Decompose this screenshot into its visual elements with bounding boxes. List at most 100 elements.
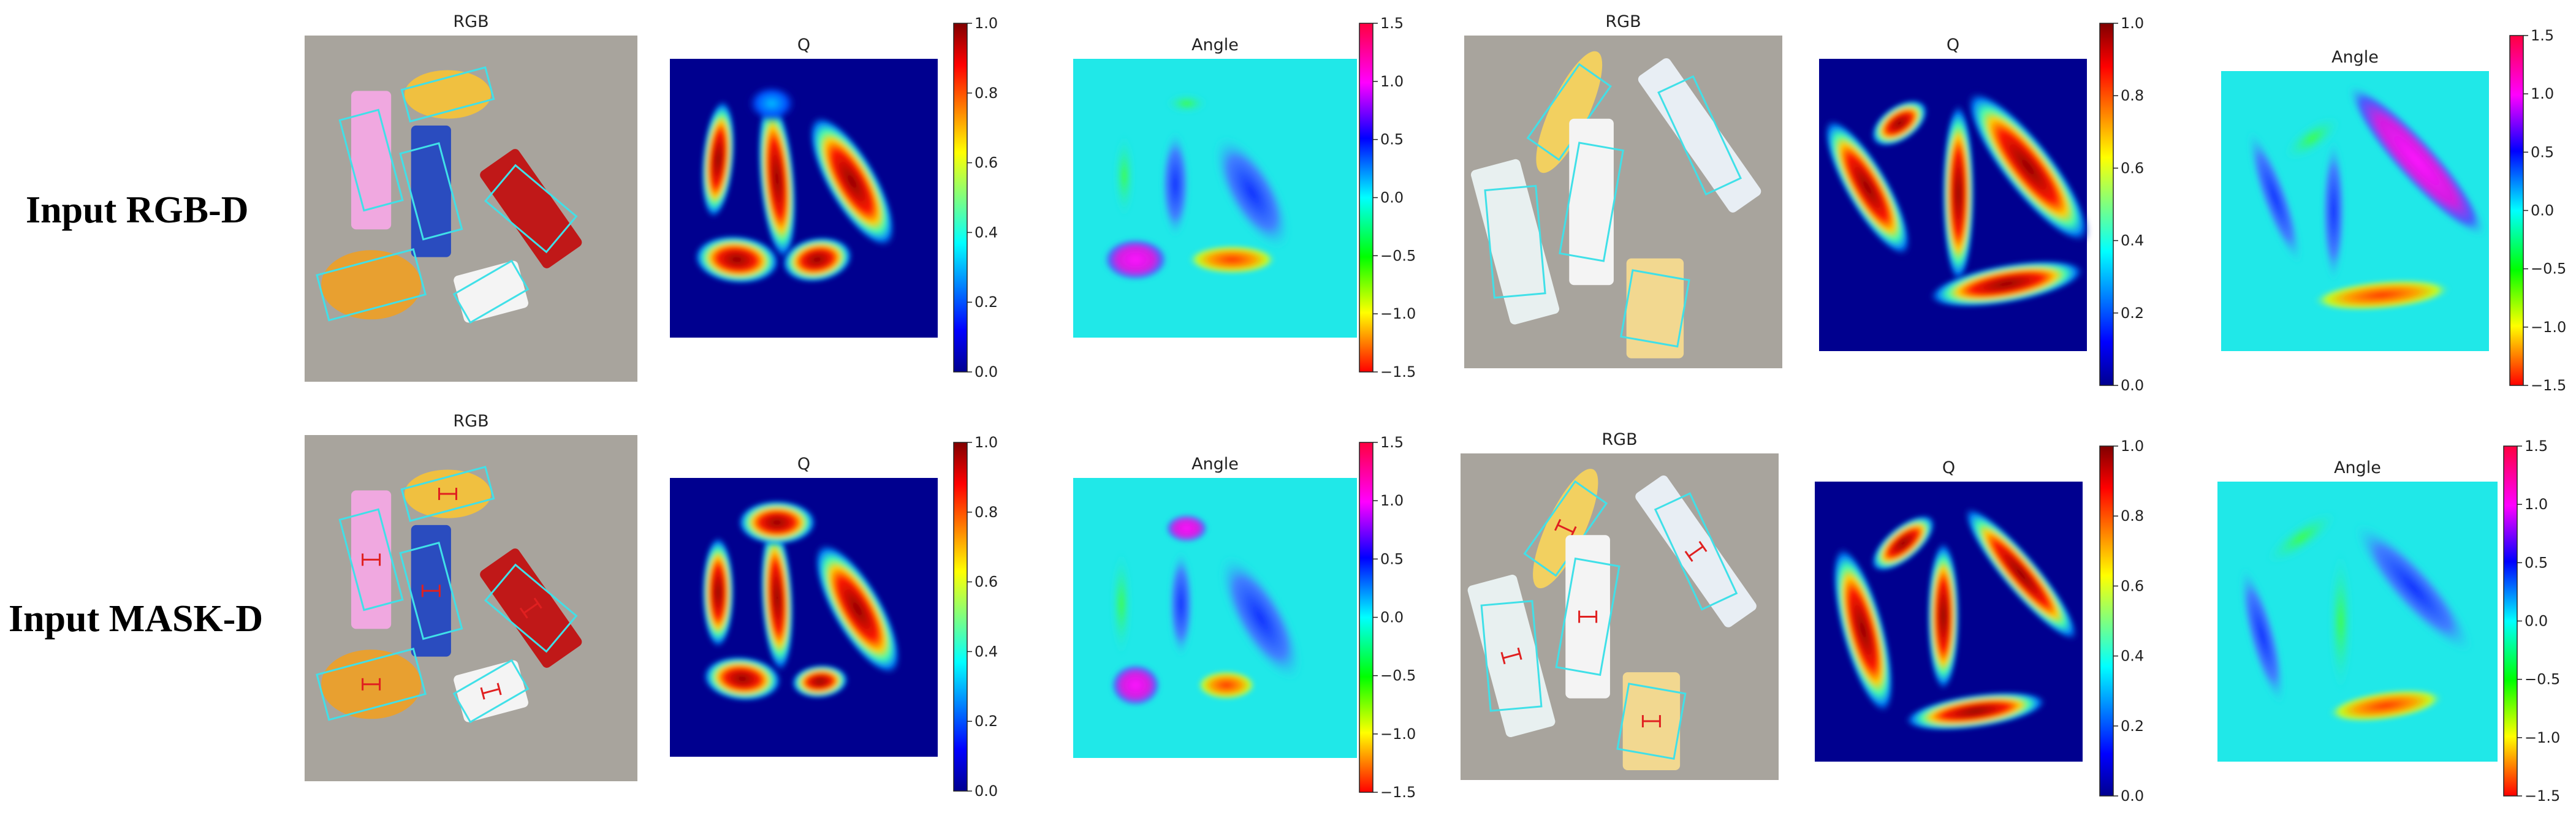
colorbar: [2099, 23, 2114, 386]
grasp-box: [1616, 683, 1687, 760]
angle-heat-blob: [1212, 134, 1292, 251]
grasp-box: [400, 66, 495, 123]
colorbar-tick-label: 1.5: [2525, 437, 2548, 455]
angle-heat-blob: [1110, 549, 1133, 659]
angle-heat-blob: [2312, 279, 2452, 311]
panel-title: RGB: [1605, 12, 1641, 31]
colorbar-tick-label: 1.0: [2121, 15, 2144, 32]
object-toy-block: [351, 91, 392, 230]
panel-title: Angle: [1191, 36, 1239, 55]
angle-heat-blob: [1160, 130, 1190, 239]
q-heat-blob: [1966, 91, 2090, 243]
colorbar-tick-label: 0.4: [975, 643, 998, 660]
grasp-mark-jaw-left: [519, 607, 528, 619]
panel-q: 1.0 0.8 0.6 0.4 0.2 0.0 Q: [670, 434, 998, 800]
colorbar-tick-label: 0.8: [975, 85, 998, 102]
colorbar-tick-label: 0.6: [975, 154, 998, 172]
grasp-mark-jaw-right: [1698, 540, 1708, 552]
panel-angle: 1.5 1.0 0.5 0.0 −0.5 −1.0 −1.5 Angle: [1073, 434, 1416, 801]
colorbar-tick-label: 0.0: [1380, 609, 1404, 626]
colorbar-tick-label: 0.6: [975, 574, 998, 591]
grasp-mark: [480, 683, 502, 700]
grasp-mark-jaw-right: [496, 683, 502, 695]
grasp-box: [1620, 269, 1690, 348]
colorbar-tick-label: 1.5: [1380, 434, 1404, 451]
panel-title: RGB: [453, 412, 488, 431]
grasp-box: [400, 466, 495, 522]
grasp-box: [399, 142, 463, 241]
grasp-box: [1555, 557, 1620, 676]
grasp-mark-bar: [482, 688, 500, 695]
grasp-mark-bar: [1503, 653, 1520, 659]
colorbar-tick-label: 0.5: [1380, 550, 1404, 567]
grasp-mark: [421, 585, 441, 597]
object-bottle: [454, 260, 528, 323]
angle-heat-blob: [2246, 128, 2303, 266]
angle-heat-blob: [1165, 513, 1209, 543]
angle-heat-blob: [2238, 565, 2286, 706]
angle-heat-blob: [2265, 510, 2339, 566]
colorbar-tick-label: −1.5: [1380, 784, 1416, 801]
q-heat-blob: [808, 115, 896, 248]
colorbar-tick-label: 0.0: [2121, 787, 2144, 805]
angle-heat-blob: [2328, 548, 2354, 695]
angle-heat-blob: [2282, 115, 2342, 162]
colorbar-tick-label: 1.0: [975, 15, 998, 32]
angle-heat-blob: [1165, 93, 1209, 115]
q-heat-blob: [701, 99, 735, 219]
grasp-mark-bar: [523, 602, 539, 614]
grasp-mark: [1684, 540, 1708, 562]
panel-rgb: RGB: [305, 12, 637, 382]
panel-q: 1.0 0.8 0.6 0.4 0.2 0.0 Q: [1815, 437, 2144, 805]
object-spray-can: [1626, 258, 1684, 358]
panel-title: Q: [797, 455, 810, 474]
colorbar-tick-label: 0.8: [2121, 507, 2144, 525]
angle-heat-blob: [2328, 689, 2444, 722]
panel-title: Q: [1942, 458, 1955, 477]
colorbar-tick-label: −1.5: [2531, 377, 2566, 394]
colorbar-tick-label: 0.4: [975, 224, 998, 241]
colorbar-tick-label: 0.2: [2121, 305, 2144, 322]
colorbar: [2503, 445, 2518, 797]
colorbar-tick-label: −0.5: [1380, 667, 1416, 684]
panel-title: RGB: [453, 12, 488, 31]
grasp-box: [338, 108, 404, 212]
panel-rgb: RGB: [1461, 430, 1779, 780]
grasp-box: [316, 248, 427, 322]
q-heat-blob: [1963, 506, 2079, 642]
angle-heat-blob: [1188, 244, 1277, 275]
panel-rgb: RGB: [1464, 12, 1782, 368]
colorbar-tick-label: 1.0: [2531, 85, 2554, 102]
angle-heat-blob: [1168, 549, 1195, 659]
grasp-mark-jaw-right: [1517, 647, 1522, 660]
grasp-mark-bar: [1688, 545, 1704, 558]
colorbar-tick-label: 0.4: [2121, 648, 2144, 665]
grasp-mark-jaw-left: [1554, 518, 1562, 531]
grasp-mark-jaw-left: [1500, 652, 1506, 665]
grasp-mark: [362, 553, 381, 566]
q-heat-blob: [693, 235, 780, 284]
q-heat-blob: [1942, 102, 1975, 284]
colorbar-tick-label: 0.0: [1380, 189, 1404, 206]
grasp-mark-jaw-right: [533, 597, 542, 609]
panel-angle: 1.5 1.0 0.5 0.0 −0.5 −1.0 −1.5 Angle: [1073, 15, 1416, 381]
grasp-box: [1484, 184, 1546, 299]
q-heat-blob: [1871, 514, 1936, 572]
q-heat-blob: [760, 522, 794, 673]
colorbar-tick-label: −1.0: [1380, 725, 1416, 743]
colorbar-tick-label: 0.2: [975, 293, 998, 311]
panel-angle: 1.5 1.0 0.5 0.0 −0.5 −1.0 −1.5 Angle: [2217, 437, 2560, 805]
angle-heat-blob: [1217, 553, 1304, 683]
figure-row: Input MASK-D RGB 1.0 0.8 0.6 0.4 0.2 0.0 Q 1.5 1.0…: [9, 412, 2560, 805]
colorbar-tick-label: 1.0: [975, 434, 998, 451]
object-juice-box: [411, 125, 451, 257]
q-heat-blob: [1928, 260, 2085, 308]
panel-q: 1.0 0.8 0.6 0.4 0.2 0.0 Q: [1819, 15, 2144, 394]
colorbar-tick-label: 0.6: [2121, 577, 2144, 594]
panel-title: Angle: [2331, 48, 2379, 67]
colorbar: [1359, 23, 1373, 373]
colorbar-tick-label: −1.0: [2531, 319, 2566, 336]
colorbar-tick-label: 0.0: [975, 782, 998, 800]
colorbar-tick-label: −1.5: [1380, 363, 1416, 381]
